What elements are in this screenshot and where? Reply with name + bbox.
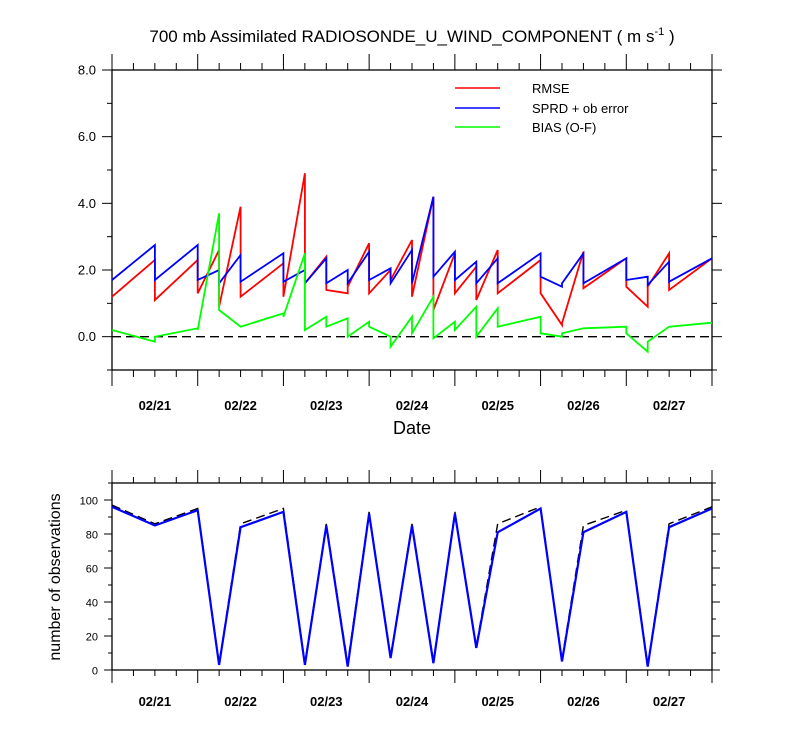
chart-title-units-close: )	[664, 27, 674, 46]
top-plot-area: 0.0 2.0 4.0 6.0 8.0 02/21 02/22 02/23 02/24 02/25…	[78, 54, 722, 413]
bottom-x-tick-label: 02/27	[653, 694, 686, 709]
bottom-y-tick-label: 80	[86, 530, 98, 542]
top-y-tick-label: 2.0	[78, 263, 96, 278]
chart-title-units-exponent: -1	[654, 26, 664, 38]
top-x-axis-label: Date	[393, 418, 431, 438]
bottom-x-tick-label: 02/22	[224, 694, 257, 709]
top-y-tick-label: 8.0	[78, 63, 96, 78]
legend-label-bias: BIAS (O-F)	[532, 120, 596, 135]
top-x-tick-label: 02/24	[396, 398, 429, 413]
bottom-y-tick-label: 100	[80, 496, 98, 508]
top-y-tick-label: 4.0	[78, 196, 96, 211]
top-x-tick-label: 02/22	[224, 398, 257, 413]
bottom-series-obs-used	[111, 505, 713, 667]
bottom-y-tick-label: 0	[92, 666, 98, 678]
top-y-tick-label: 0.0	[78, 329, 96, 344]
top-x-tick-label: 02/21	[139, 398, 172, 413]
bottom-plot-area: 0 20 40 60 80 100 02/21 02/22 02/23 02/24 02/25 02/…	[80, 470, 720, 709]
top-x-tick-label: 02/25	[481, 398, 514, 413]
top-series-bias-o-f	[111, 213, 713, 354]
chart-title-main: 700 mb Assimilated RADIOSONDE_U_WIND_COM…	[149, 27, 612, 46]
legend-label-sprd: SPRD + ob error	[532, 101, 629, 116]
bottom-y-tick-label: 20	[86, 632, 98, 644]
chart-title-units: ( m s	[617, 27, 655, 46]
chart-title: 700 mb Assimilated RADIOSONDE_U_WIND_COM…	[149, 26, 674, 46]
top-y-tick-label: 6.0	[78, 129, 96, 144]
bottom-x-tick-label: 02/21	[139, 694, 172, 709]
bottom-x-tick-label: 02/24	[396, 694, 429, 709]
bottom-y-tick-label: 40	[86, 598, 98, 610]
bottom-x-tick-label: 02/25	[481, 694, 514, 709]
bottom-y-tick-label: 60	[86, 564, 98, 576]
legend: RMSE SPRD + ob error BIAS (O-F)	[455, 81, 629, 135]
legend-label-rmse: RMSE	[532, 81, 570, 96]
top-series-sprd-ob-error	[111, 196, 713, 289]
top-x-tick-label: 02/23	[310, 398, 343, 413]
bottom-x-tick-label: 02/26	[567, 694, 600, 709]
bottom-y-axis-label: number of observations	[47, 493, 64, 660]
bottom-x-tick-label: 02/23	[310, 694, 343, 709]
top-x-tick-label: 02/26	[567, 398, 600, 413]
top-x-tick-label: 02/27	[653, 398, 686, 413]
